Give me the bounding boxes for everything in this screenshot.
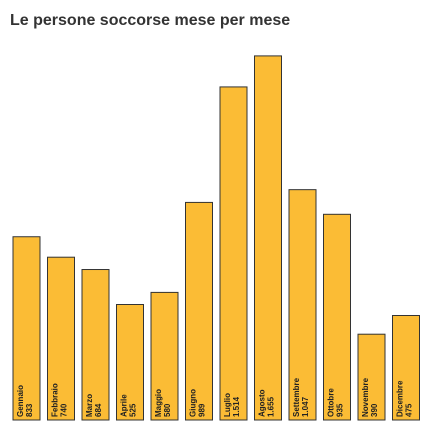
bar — [357, 333, 386, 421]
bar — [219, 86, 248, 421]
chart-title: Le persone soccorse mese per mese — [10, 12, 290, 29]
bar — [81, 269, 110, 421]
bar-value-label: 935 — [336, 403, 345, 417]
bar-value-label: 390 — [370, 403, 379, 417]
bar-category-label: Ottobre — [327, 388, 336, 417]
bar-category-label: Gennaio — [16, 385, 25, 417]
bar-category-label: Dicembre — [396, 380, 405, 417]
bar-category-label: Maggio — [154, 389, 163, 417]
bar — [47, 256, 75, 421]
bar — [323, 213, 351, 421]
bar-category-label: Febbraio — [51, 383, 60, 417]
bar-value-label: 989 — [198, 403, 207, 417]
bar — [116, 304, 144, 421]
bar — [392, 315, 420, 421]
bar — [12, 236, 41, 421]
bar-value-label: 525 — [129, 403, 138, 417]
bar-category-label: Marzo — [85, 394, 94, 417]
bar-value-label: 580 — [163, 403, 172, 417]
bar-category-label: Settembre — [292, 377, 301, 417]
bar — [185, 201, 213, 421]
bar — [254, 55, 282, 421]
bar-value-label: 740 — [60, 403, 69, 417]
bar-value-label: 1.514 — [232, 396, 241, 417]
bar-category-label: Luglio — [223, 393, 232, 417]
bar — [288, 189, 317, 421]
bar-value-label: 1.047 — [301, 396, 310, 417]
bar-category-label: Giugno — [189, 389, 198, 417]
bar-value-label: 684 — [94, 403, 103, 417]
bar — [150, 291, 179, 421]
bar-value-label: 1.655 — [267, 396, 276, 417]
bar-category-label: Aprile — [120, 394, 129, 417]
bar-value-label: 475 — [405, 403, 414, 417]
bar-category-label: Novembre — [361, 377, 370, 417]
bar-category-label: Agosto — [258, 389, 267, 417]
bar-value-label: 833 — [25, 403, 34, 417]
